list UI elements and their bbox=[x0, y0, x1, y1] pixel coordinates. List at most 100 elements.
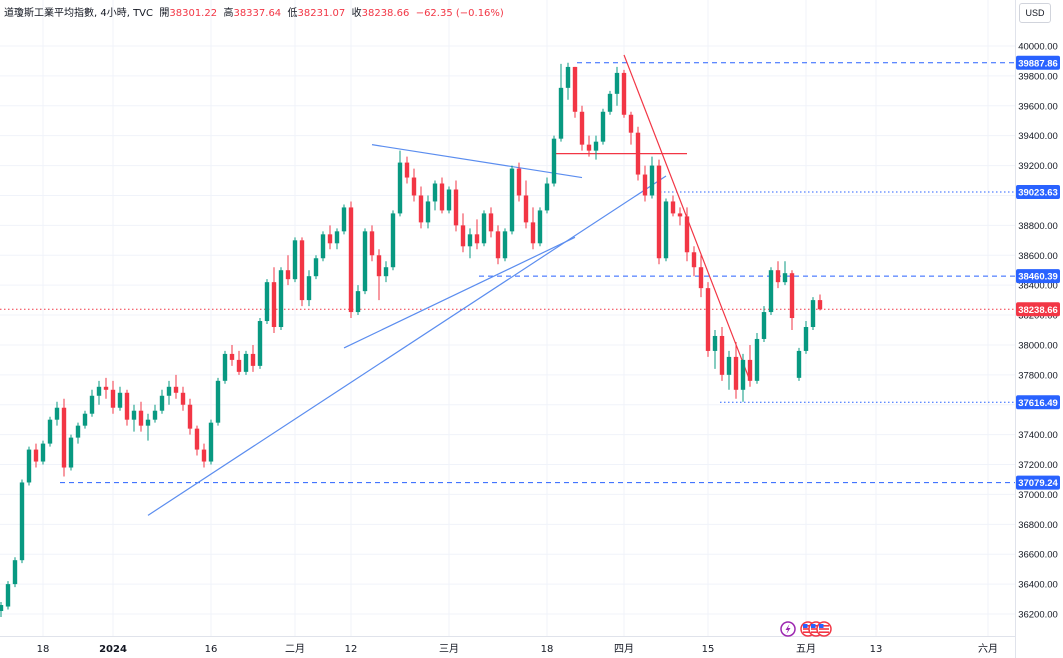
candle-body bbox=[740, 359, 746, 390]
candle-body bbox=[481, 213, 487, 244]
candle-body bbox=[460, 225, 466, 247]
candle-body bbox=[488, 213, 494, 232]
candle-body bbox=[621, 72, 627, 115]
candle-body bbox=[201, 449, 207, 462]
price-tick-label: 38000.00 bbox=[1018, 340, 1058, 351]
price-axis[interactable]: 36200.00 36400.00 36600.00 36800.00 37000.00… bbox=[1018, 42, 1058, 621]
price-line-label-bg bbox=[1016, 184, 1060, 199]
low-label: 低 bbox=[287, 8, 298, 19]
candle-body bbox=[19, 482, 25, 561]
price-tick-label: 37000.00 bbox=[1018, 490, 1058, 501]
price-tick-label: 40000.00 bbox=[1018, 42, 1058, 53]
candle-body bbox=[208, 422, 214, 462]
candle-body bbox=[761, 312, 767, 339]
candles bbox=[0, 62, 823, 617]
candle-body bbox=[635, 132, 641, 175]
candle-body bbox=[82, 413, 88, 426]
candle-body bbox=[103, 386, 109, 390]
candle-body bbox=[320, 234, 326, 259]
price-line-label-bg bbox=[1016, 475, 1060, 490]
candle-body bbox=[75, 425, 81, 438]
candle-body bbox=[110, 389, 116, 408]
price-line-label: 39887.86 bbox=[1018, 58, 1058, 69]
candle-body bbox=[376, 255, 382, 277]
candle-body bbox=[691, 252, 697, 268]
candle-body bbox=[418, 195, 424, 223]
price-tick-label: 38600.00 bbox=[1018, 251, 1058, 262]
event-markers[interactable] bbox=[780, 621, 832, 637]
candle-body bbox=[180, 392, 186, 405]
price-line-label: 38460.39 bbox=[1018, 272, 1058, 283]
candle-body bbox=[411, 177, 417, 196]
candle-body bbox=[467, 234, 473, 247]
time-tick-label: 18 bbox=[37, 644, 50, 655]
price-tick-label: 39200.00 bbox=[1018, 161, 1058, 172]
us-flag-icon[interactable] bbox=[816, 621, 832, 637]
time-tick-label: 六月 bbox=[978, 643, 998, 655]
candle-body bbox=[607, 93, 613, 112]
candle-body bbox=[523, 195, 529, 223]
price-tick-label: 39400.00 bbox=[1018, 131, 1058, 142]
candle-body bbox=[173, 386, 179, 393]
candle-body bbox=[628, 114, 634, 133]
candle-body bbox=[33, 449, 39, 462]
price-line-label: 39023.63 bbox=[1018, 187, 1058, 198]
candle-body bbox=[89, 395, 95, 414]
price-line-label-bg bbox=[1016, 395, 1060, 410]
candle-body bbox=[516, 168, 522, 196]
candle-body bbox=[397, 162, 403, 214]
candle-body bbox=[278, 270, 284, 328]
candle-body bbox=[719, 335, 725, 375]
candle-body bbox=[446, 189, 452, 211]
candle-body bbox=[0, 605, 4, 612]
candle-body bbox=[474, 234, 480, 244]
candle-body bbox=[565, 66, 571, 88]
candle-body bbox=[663, 201, 669, 259]
candle-body bbox=[145, 419, 151, 426]
trendline[interactable] bbox=[343, 236, 576, 349]
candle-body bbox=[600, 111, 606, 142]
candle-body bbox=[264, 282, 270, 322]
candle-body bbox=[159, 395, 165, 411]
symbol-title[interactable]: 道瓊斯工業平均指數, 4小時, TVC bbox=[4, 8, 154, 19]
candle-body bbox=[313, 258, 319, 277]
currency-button[interactable]: USD bbox=[1019, 3, 1051, 23]
candle-body bbox=[586, 144, 592, 151]
candle-body bbox=[124, 392, 130, 420]
candle-body bbox=[572, 66, 578, 112]
candle-body bbox=[187, 404, 193, 429]
candle-body bbox=[306, 276, 312, 301]
candle-body bbox=[579, 111, 585, 145]
open-label: 開 bbox=[159, 8, 170, 19]
candle-body bbox=[194, 428, 200, 450]
candle-body bbox=[537, 210, 543, 244]
candle-body bbox=[327, 234, 333, 244]
candle-body bbox=[348, 207, 354, 313]
time-tick-label: 2024 bbox=[99, 644, 127, 655]
candle-body bbox=[131, 410, 137, 420]
candle-body bbox=[404, 162, 410, 178]
time-tick-label: 12 bbox=[345, 644, 358, 655]
trendline[interactable] bbox=[371, 144, 583, 179]
candle-body bbox=[369, 231, 375, 256]
candle-body bbox=[243, 353, 249, 372]
price-tick-label: 37800.00 bbox=[1018, 370, 1058, 381]
candle-body bbox=[26, 449, 32, 483]
lightning-icon[interactable] bbox=[780, 621, 796, 637]
candle-body bbox=[656, 165, 662, 259]
candle-body bbox=[544, 183, 550, 211]
time-tick-label: 13 bbox=[870, 644, 883, 655]
price-lines bbox=[0, 62, 1015, 484]
candle-body bbox=[677, 213, 683, 217]
time-tick-label: 15 bbox=[702, 644, 715, 655]
candle-body bbox=[705, 288, 711, 351]
trendline[interactable] bbox=[147, 175, 667, 516]
candle-body bbox=[117, 392, 123, 408]
price-tick-label: 36400.00 bbox=[1018, 580, 1058, 591]
candle-body bbox=[341, 207, 347, 232]
candle-body bbox=[698, 267, 704, 289]
time-tick-label: 四月 bbox=[614, 643, 634, 655]
time-axis[interactable]: 18 2024 16 二月 12 三月 18 四月 15 五月 13 六月 bbox=[37, 643, 998, 655]
high-value: 38337.64 bbox=[233, 8, 282, 19]
